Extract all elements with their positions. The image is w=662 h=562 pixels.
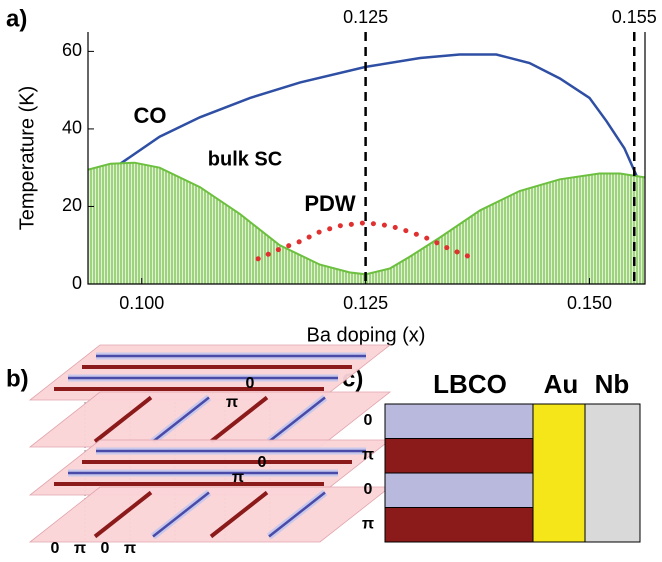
y-tick-label: 40 — [62, 118, 82, 138]
y-axis-title: Temperature (K) — [16, 86, 38, 231]
reference-label: 0.155 — [612, 7, 657, 27]
header: Au — [544, 369, 579, 399]
header: LBCO — [433, 369, 507, 399]
phase-label: π — [232, 469, 244, 486]
layer-block — [385, 404, 533, 439]
panel-label: b) — [6, 365, 29, 392]
series-label: PDW — [304, 191, 356, 216]
phase-label: π — [226, 394, 238, 411]
phase-label: 0 — [364, 412, 373, 429]
x-tick-label: 0.125 — [343, 293, 388, 313]
series-label: CO — [134, 103, 167, 128]
y-tick-label: 0 — [72, 273, 82, 293]
y-tick-label: 60 — [62, 40, 82, 60]
layer-block — [385, 439, 533, 474]
reference-label: 0.125 — [343, 7, 388, 27]
phase-label: 0 — [51, 540, 60, 557]
series-label: bulk SC — [208, 148, 282, 170]
phase-label: 0 — [101, 540, 110, 557]
figure: a) Temperature (K) Ba doping (x) b) c) C… — [0, 0, 662, 562]
phase-label: π — [124, 540, 136, 557]
phase-label: 0 — [258, 454, 267, 471]
phase-label: π — [74, 540, 86, 557]
phase-label: π — [362, 516, 374, 533]
phase-label: 0 — [364, 481, 373, 498]
x-axis-title: Ba doping (x) — [307, 324, 426, 346]
au-block — [533, 404, 585, 542]
phase-label: π — [362, 447, 374, 464]
panel-label: a) — [6, 5, 27, 32]
x-tick-label: 0.150 — [567, 293, 612, 313]
layer-block — [385, 508, 533, 543]
y-tick-label: 20 — [62, 195, 82, 215]
header: Nb — [595, 369, 630, 399]
x-tick-label: 0.100 — [119, 293, 164, 313]
layer-block — [385, 473, 533, 508]
nb-block — [585, 404, 640, 542]
phase-label: 0 — [246, 375, 255, 392]
